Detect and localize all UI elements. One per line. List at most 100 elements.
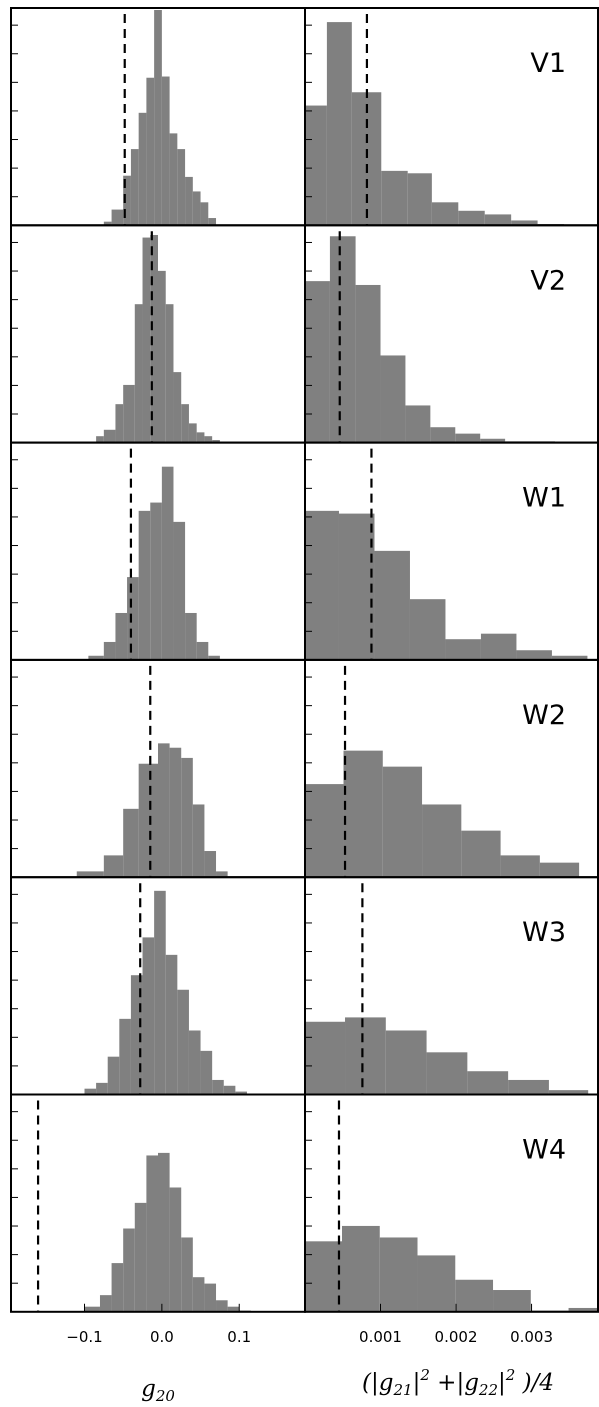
panel-w3-g21g22: W3 bbox=[304, 876, 599, 1096]
histogram-bar bbox=[208, 655, 220, 660]
histogram-bar bbox=[103, 641, 116, 660]
histogram-bar bbox=[551, 655, 588, 660]
histogram-bar bbox=[516, 650, 552, 660]
histogram-bar bbox=[107, 1056, 120, 1095]
histogram-bar bbox=[142, 937, 155, 1095]
x-tick-label: 0.0 bbox=[150, 1328, 174, 1346]
histogram-bar bbox=[379, 1237, 418, 1312]
histogram-bar bbox=[548, 1090, 589, 1095]
histogram-bar bbox=[192, 191, 201, 226]
panel-label-v1: V1 bbox=[530, 48, 566, 79]
histogram-bar bbox=[305, 1021, 346, 1095]
x-tick-label: 0.002 bbox=[435, 1328, 478, 1346]
panel-w4-g21g22: W4 bbox=[304, 1093, 599, 1313]
histogram-bar bbox=[181, 757, 193, 878]
histogram-bar bbox=[138, 763, 158, 878]
histogram-bar bbox=[138, 510, 151, 660]
histogram-bar bbox=[305, 1241, 343, 1312]
histogram-bar bbox=[329, 236, 356, 443]
histogram-bar bbox=[119, 1018, 131, 1095]
histogram-bar bbox=[192, 1277, 205, 1312]
histogram-bar bbox=[146, 1155, 158, 1312]
histogram-bar bbox=[305, 105, 327, 226]
histogram-bar bbox=[208, 218, 217, 226]
histogram-bar bbox=[200, 202, 209, 226]
histogram-bar bbox=[480, 438, 506, 443]
panel-w1-g21g22: W1 bbox=[304, 441, 599, 661]
x-tick-label: 0.001 bbox=[359, 1328, 402, 1346]
histogram-bar bbox=[84, 1088, 97, 1095]
histogram-bar bbox=[508, 1079, 549, 1095]
x-axis-label-g21-g22: (|g21|2 +|g22|2 )/4 bbox=[362, 1366, 554, 1399]
panel-label-w1: W1 bbox=[522, 483, 566, 514]
histogram-bar bbox=[84, 1306, 100, 1312]
histogram-bar bbox=[467, 1071, 509, 1095]
histogram-bar bbox=[500, 855, 540, 878]
histogram-bar bbox=[177, 989, 189, 1095]
histogram-bar bbox=[455, 433, 481, 443]
histogram-bar bbox=[158, 1152, 170, 1312]
histogram-bar bbox=[188, 1030, 201, 1095]
panel-frame bbox=[304, 1093, 599, 1313]
histogram-bar bbox=[181, 404, 189, 443]
histogram-bar bbox=[161, 466, 174, 660]
histogram-bar bbox=[430, 427, 456, 443]
histogram-bar bbox=[216, 1300, 228, 1312]
histogram-bar bbox=[154, 890, 166, 1095]
histogram-bar bbox=[351, 92, 382, 226]
histogram-bar bbox=[458, 210, 485, 226]
histogram-bar bbox=[111, 209, 124, 226]
histogram-bar bbox=[154, 10, 162, 226]
histogram-bar bbox=[539, 862, 580, 878]
panel-label-w4: W4 bbox=[522, 1135, 566, 1166]
panel-w4-g20 bbox=[10, 1093, 306, 1313]
histogram-bar bbox=[181, 1237, 193, 1312]
histogram-bar bbox=[76, 871, 104, 878]
histogram-bar bbox=[405, 405, 431, 443]
histogram-bar bbox=[196, 641, 209, 660]
histogram-bar bbox=[484, 214, 512, 226]
histogram-bar bbox=[123, 808, 139, 878]
histogram-bar bbox=[192, 804, 205, 878]
histogram-bar bbox=[185, 176, 193, 226]
panels-layer: V1 V2 W1 W2 W3 W4 bbox=[10, 7, 599, 1313]
histogram-bar bbox=[134, 1202, 147, 1312]
histogram-bar bbox=[115, 612, 128, 660]
histogram-bar bbox=[380, 355, 406, 443]
histogram-bar bbox=[142, 237, 151, 443]
histogram-bar bbox=[204, 436, 213, 443]
histogram-bar bbox=[150, 502, 162, 660]
histogram-bar bbox=[173, 521, 186, 660]
panel-w2-g21g22: W2 bbox=[304, 658, 599, 879]
histogram-bar bbox=[480, 633, 517, 660]
histogram-bar bbox=[343, 750, 383, 878]
histogram-bar bbox=[99, 1295, 112, 1312]
histogram-bar bbox=[212, 440, 220, 443]
histogram-bar bbox=[426, 1052, 468, 1095]
histogram-bar bbox=[127, 577, 139, 660]
histogram-bar bbox=[568, 1307, 598, 1312]
histogram-bar bbox=[123, 1228, 135, 1312]
histogram-bar bbox=[431, 202, 459, 226]
panel-v1-g21g22: V1 bbox=[304, 7, 599, 227]
histogram-bar bbox=[177, 149, 186, 226]
panel-w3-g20 bbox=[10, 876, 306, 1096]
histogram-bar bbox=[345, 1017, 386, 1095]
histogram-bar bbox=[130, 975, 143, 1095]
histogram-bar bbox=[161, 76, 170, 226]
histogram-bar bbox=[445, 639, 481, 660]
histogram-bar bbox=[103, 221, 112, 226]
histogram-bar bbox=[216, 871, 228, 878]
histogram-bar bbox=[103, 429, 116, 443]
histogram-bar bbox=[305, 784, 344, 878]
histogram-bar bbox=[493, 1290, 531, 1312]
panel-label-w3: W3 bbox=[522, 917, 566, 948]
histogram-bar bbox=[150, 234, 158, 443]
x-tick-label: 0.1 bbox=[227, 1328, 251, 1346]
histogram-bar bbox=[88, 655, 104, 660]
x-axis-label-g20: g20 bbox=[141, 1376, 175, 1405]
panel-label-v2: V2 bbox=[530, 265, 566, 296]
histogram-bar bbox=[165, 954, 178, 1095]
histogram-bar bbox=[223, 1085, 236, 1095]
histogram-bar bbox=[146, 77, 155, 226]
